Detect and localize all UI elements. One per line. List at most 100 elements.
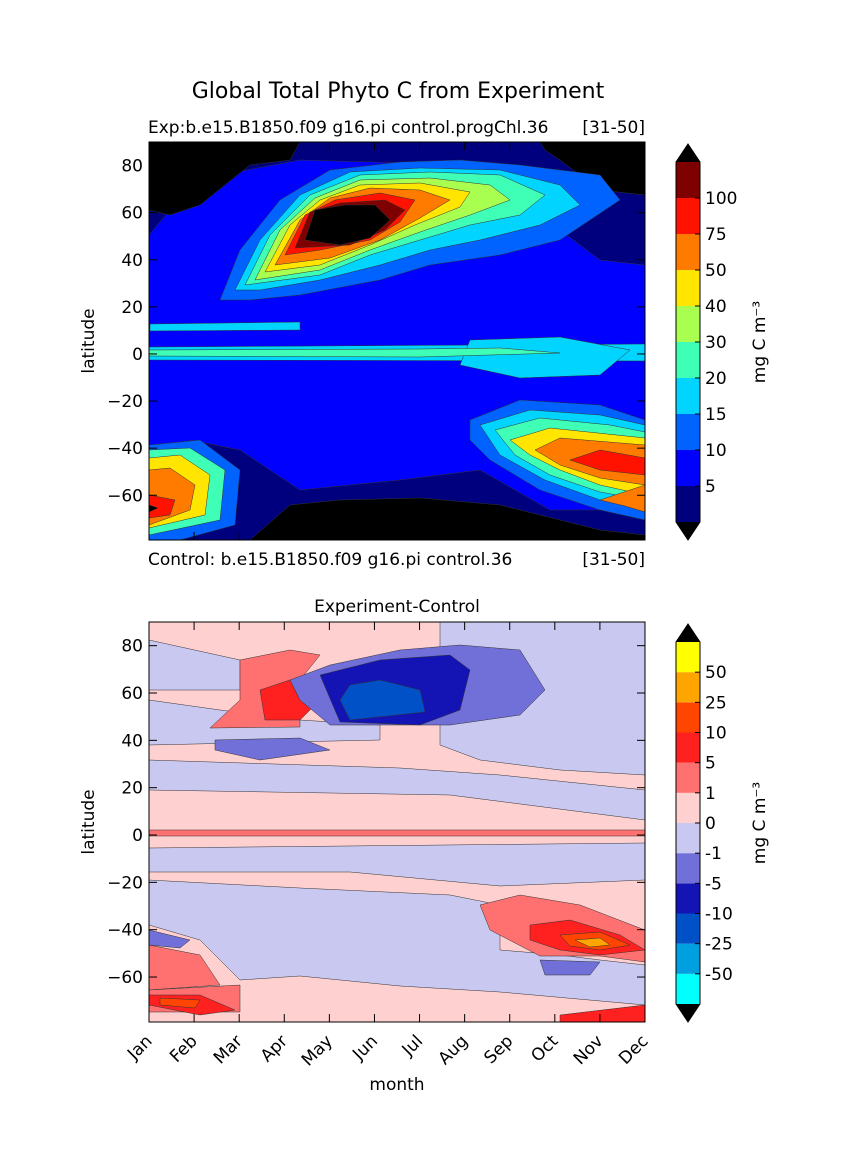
colorbar-extend	[676, 522, 700, 540]
colorbar-tick-label: 75	[705, 225, 727, 245]
colorbar-box	[676, 414, 700, 450]
colorbar-tick-label: 5	[705, 754, 716, 774]
x-axis-label: month	[369, 1075, 424, 1095]
colorbar-tick-label: 30	[705, 333, 727, 353]
y-tick-label: −20	[107, 873, 143, 893]
colorbar-box	[676, 306, 700, 342]
y-tick-label: −20	[107, 392, 143, 412]
panel-title: Experiment-Control	[314, 597, 480, 617]
contour-region	[214, 737, 331, 761]
y-tick-label: −40	[107, 439, 143, 459]
colorbar-tick-label: -1	[705, 844, 722, 864]
y-tick-label: −60	[107, 486, 143, 506]
subtitle: Exp:b.e15.B1850.f09 g16.pi control.progC…	[148, 118, 548, 138]
colorbar-box	[676, 378, 700, 414]
contour-region	[459, 336, 631, 379]
contour-region	[149, 494, 176, 519]
y-tick-label: −40	[107, 921, 143, 941]
colorbar-box	[676, 270, 700, 306]
colorbar-tick-label: -25	[705, 935, 733, 955]
colorbar-tick-label: 50	[705, 663, 727, 683]
y-tick-label: 0	[132, 826, 143, 846]
colorbar-box	[676, 642, 700, 673]
y-tick-label: 0	[132, 345, 143, 365]
contour-region	[339, 679, 426, 721]
contour-region	[149, 347, 561, 358]
colorbar-box	[676, 792, 700, 823]
subtitle: [31-50]	[582, 118, 645, 138]
colorbar-box	[676, 732, 700, 763]
y-tick-label: 60	[121, 684, 143, 704]
colorbar-box	[676, 672, 700, 703]
contour-region	[149, 142, 301, 216]
colorbar-box	[676, 198, 700, 234]
colorbar-box	[676, 823, 700, 854]
colorbar-tick-label: -50	[705, 965, 733, 985]
figure-title: Global Total Phyto C from Experiment	[192, 79, 605, 104]
contour-field	[149, 142, 645, 540]
colorbar-box	[676, 762, 700, 793]
contour-region	[149, 497, 645, 540]
contour-region	[149, 879, 645, 1006]
colorbar-tick-label: 25	[705, 693, 727, 713]
colorbar-tick-label: 1	[705, 784, 716, 804]
colorbar-label: mg C m⁻³	[750, 301, 770, 383]
colorbar-extend	[676, 1004, 700, 1022]
caption: Control: b.e15.B1850.f09 g16.pi control.…	[148, 550, 512, 570]
contour-region	[149, 929, 191, 949]
colorbar-tick-label: 0	[705, 814, 716, 834]
colorbar-box	[676, 342, 700, 378]
contour-region	[149, 321, 301, 332]
contour-region	[304, 204, 391, 246]
y-tick-label: 80	[121, 637, 143, 657]
colorbar-box	[676, 853, 700, 884]
contour-region	[149, 759, 645, 821]
y-tick-label: −60	[107, 968, 143, 988]
contour-region	[599, 484, 645, 513]
colorbar-box	[676, 450, 700, 486]
colorbar-tick-label: 10	[705, 724, 727, 744]
colorbar-tick-label: 40	[705, 297, 727, 317]
colorbar-tick-label: 20	[705, 369, 727, 389]
y-tick-label: 20	[121, 298, 143, 318]
colorbar-outline	[675, 143, 701, 541]
contour-region	[539, 959, 601, 976]
colorbar-box	[676, 913, 700, 944]
contour-region	[149, 504, 159, 513]
contour-region	[149, 944, 221, 991]
colorbar-box	[676, 162, 700, 198]
colorbar-extend	[676, 144, 700, 162]
y-tick-label: 40	[121, 251, 143, 271]
colorbar-tick-label: 100	[705, 189, 737, 209]
axes-frame	[148, 141, 646, 541]
caption: [31-50]	[582, 550, 645, 570]
colorbar-label: mg C m⁻³	[750, 782, 770, 864]
axes-frame	[148, 621, 646, 1023]
y-axis-label: latitude	[79, 308, 99, 373]
contour-field	[149, 622, 645, 1022]
y-tick-label: 60	[121, 204, 143, 224]
contour-region	[569, 449, 645, 476]
colorbar-box	[676, 943, 700, 974]
colorbar-outline	[675, 623, 701, 1023]
contour-region	[149, 829, 645, 837]
y-tick-label: 40	[121, 731, 143, 751]
colorbar-box	[676, 883, 700, 914]
contour-region	[159, 997, 201, 1009]
colorbar-tick-label: 15	[705, 405, 727, 425]
contour-region	[149, 842, 645, 887]
colorbar-tick-label: -5	[705, 874, 722, 894]
colorbar-box	[676, 702, 700, 733]
contour-region	[574, 937, 611, 948]
y-axis-label: latitude	[79, 789, 99, 854]
colorbar-box	[676, 486, 700, 522]
colorbar-extend	[676, 624, 700, 642]
colorbar-tick-label: 10	[705, 441, 727, 461]
colorbar-box	[676, 234, 700, 270]
y-tick-label: 80	[121, 157, 143, 177]
colorbar-tick-label: -10	[705, 905, 733, 925]
y-tick-label: 20	[121, 779, 143, 799]
colorbar-tick-label: 5	[705, 477, 716, 497]
contour-region	[559, 1004, 645, 1022]
